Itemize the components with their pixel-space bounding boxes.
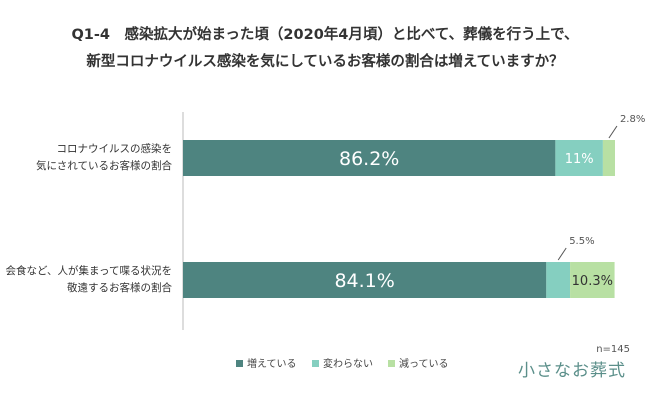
bar-segment bbox=[602, 140, 615, 176]
title-line-1: Q1-4 感染拡大が始まった頃（2020年4月頃）と比べて、葬儀を行う上で、 bbox=[71, 27, 579, 43]
legend-swatch bbox=[312, 360, 319, 367]
callout-line bbox=[608, 125, 618, 139]
data-label: 84.1% bbox=[334, 270, 394, 292]
legend-swatch bbox=[236, 360, 243, 367]
category-label: 気にされているお客様の割合 bbox=[36, 159, 172, 172]
bar-segment bbox=[546, 262, 571, 298]
legend-label: 増えている bbox=[247, 357, 297, 370]
data-label: 5.5% bbox=[569, 236, 594, 247]
legend-label: 変わらない bbox=[323, 357, 373, 370]
data-label: 10.3% bbox=[572, 274, 613, 289]
chart-title: Q1-4 感染拡大が始まった頃（2020年4月頃）と比べて、葬儀を行う上で、 新… bbox=[0, 22, 650, 76]
callout-line bbox=[557, 247, 567, 261]
category-label: コロナウイルスの感染を bbox=[57, 142, 173, 155]
bar-segment bbox=[555, 140, 603, 176]
sample-size: n=145 bbox=[596, 344, 630, 355]
data-label: 11% bbox=[565, 152, 594, 167]
category-label: 敬遠するお客様の割合 bbox=[67, 281, 172, 294]
legend-label: 減っている bbox=[399, 357, 449, 370]
legend-swatch bbox=[388, 360, 395, 367]
bar-segment bbox=[183, 262, 547, 298]
title-line-2: 新型コロナウイルス感染を気にしているお客様の割合は増えていますか？ bbox=[86, 54, 564, 70]
bar-segment bbox=[183, 140, 556, 176]
data-label: 2.8% bbox=[620, 114, 645, 125]
data-label: 86.2% bbox=[339, 148, 399, 170]
brand-logo: 小さなお葬式 bbox=[518, 361, 626, 381]
category-label: 会食など、人が集まって喋る状況を bbox=[5, 264, 172, 277]
bar-segment bbox=[570, 262, 615, 298]
